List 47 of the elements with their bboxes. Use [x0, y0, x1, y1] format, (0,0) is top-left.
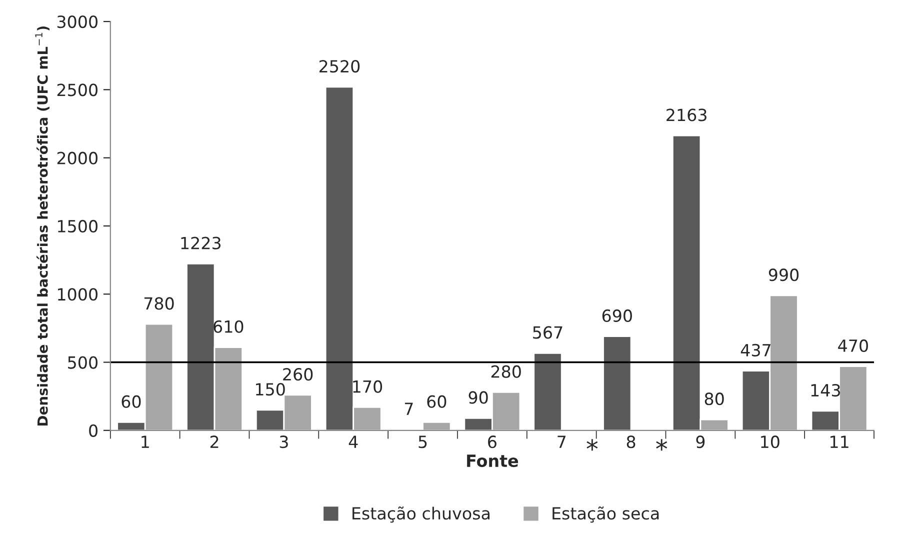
x-tick-label: 11: [830, 436, 848, 448]
y-axis-title: Densidade total bactérias heterotrófica (UFC mL$^{−1}$): [35, 26, 50, 426]
data-label: 690: [602, 309, 632, 322]
y-tick-label: 1000: [58, 288, 98, 301]
annotation: *: [586, 439, 598, 451]
data-label: 610: [214, 320, 244, 333]
x-tick-label: 10: [761, 436, 780, 448]
data-label: 780: [144, 297, 174, 310]
data-label: 2520: [319, 60, 360, 73]
x-axis-title: Fonte: [467, 454, 518, 468]
data-label: 280: [491, 365, 521, 378]
x-tick-label: 7: [558, 436, 566, 448]
x-tick-label: 2: [210, 436, 218, 448]
bar: [533, 352, 562, 430]
x-tick-label: 9: [696, 436, 705, 448]
x-tick-label: 1: [142, 436, 149, 448]
bar: [422, 422, 452, 430]
y-tick-label: 2000: [57, 152, 98, 164]
data-label: 470: [838, 339, 868, 352]
bar: [602, 336, 632, 430]
legend-label: Estação chuvosa: [352, 506, 490, 523]
y-tick-label: 0: [89, 424, 98, 437]
data-label: 60: [122, 395, 141, 408]
x-tick-label: 4: [348, 436, 358, 448]
y-tick-label: 500: [68, 356, 98, 369]
y-tick-label: 2500: [57, 84, 98, 96]
data-label: 7: [404, 402, 413, 415]
data-label: 150: [256, 383, 285, 396]
x-tick-label: 6: [488, 436, 496, 448]
data-label: 60: [427, 395, 446, 408]
annotation: *: [656, 439, 668, 451]
x-tick-label: 3: [280, 436, 288, 448]
legend-label: Estação seca: [552, 506, 659, 523]
data-label: 1223: [181, 236, 221, 250]
y-tick-label: 3000: [57, 15, 98, 28]
data-label: 170: [353, 380, 382, 393]
data-label: 437: [740, 344, 770, 356]
data-label: 80: [704, 392, 724, 406]
x-tick-label: 5: [418, 436, 427, 448]
data-label: 90: [468, 391, 488, 404]
data-label: 143: [811, 384, 840, 397]
data-label: 567: [533, 326, 562, 339]
y-tick-label: 1500: [58, 220, 98, 233]
data-label: 990: [768, 268, 799, 282]
x-tick-label: 8: [626, 436, 636, 448]
data-label: 2163: [666, 108, 706, 122]
data-label: 260: [283, 368, 313, 381]
